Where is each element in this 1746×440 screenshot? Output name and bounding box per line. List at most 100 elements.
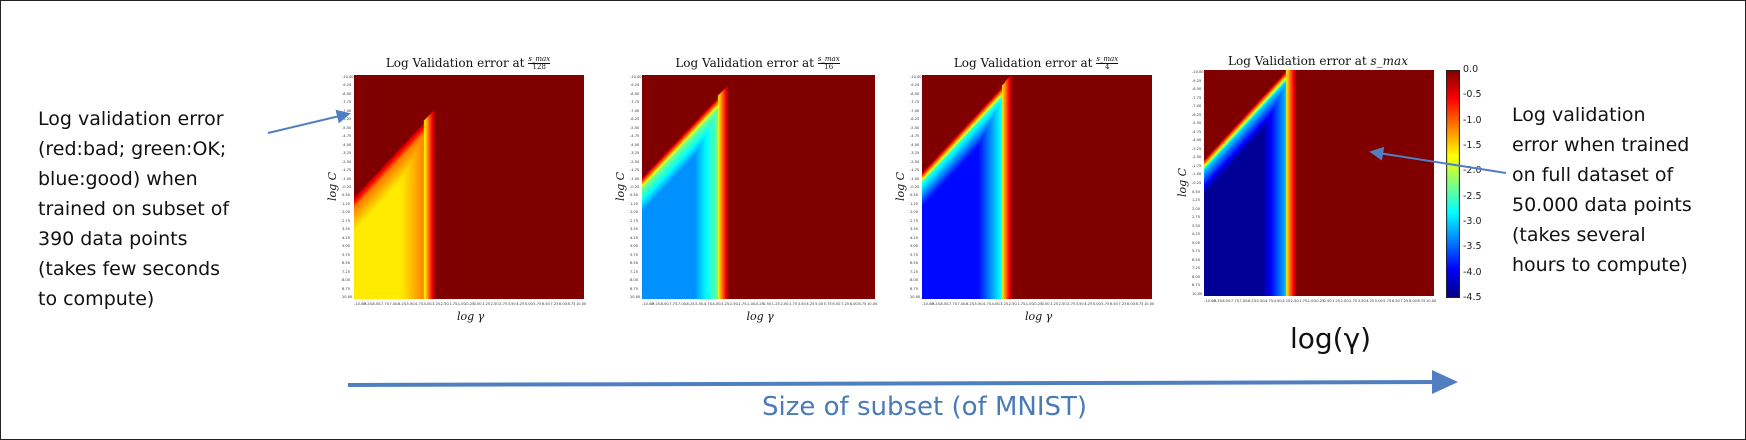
x-tick-label: 1.25 bbox=[1332, 299, 1341, 303]
colorbar-gradient bbox=[1446, 70, 1460, 298]
x-tick-label: -7.75 bbox=[947, 302, 957, 306]
y-tick-label: 6.50 bbox=[1192, 257, 1201, 262]
colorbar-tick-label: -3.5 bbox=[1463, 241, 1482, 253]
x-tick-label: 8.75 bbox=[1135, 302, 1144, 306]
x-tick-label: 6.50 bbox=[541, 302, 550, 306]
big-xlabel: log(γ) bbox=[1290, 322, 1372, 355]
y-tick-label: -4.00 bbox=[910, 142, 920, 147]
y-tick-label: 4.25 bbox=[342, 235, 351, 240]
panel-title: Log Validation error at s_max 128 bbox=[352, 56, 584, 71]
heatmap-plot bbox=[922, 75, 1152, 299]
fraction-numerator: s_max bbox=[1096, 55, 1119, 64]
y-tick-label: 8.00 bbox=[1192, 274, 1201, 279]
x-tick-label: -5.50 bbox=[1255, 299, 1265, 303]
x-tick-label: -4.00 bbox=[1272, 299, 1282, 303]
heatmap-cells bbox=[1204, 70, 1434, 296]
x-tick-label: -8.50 bbox=[1221, 299, 1231, 303]
x-tick-label: -10.00 bbox=[922, 302, 934, 306]
y-tick-label: -4.00 bbox=[342, 142, 352, 147]
x-tick-label: -10.00 bbox=[354, 302, 366, 306]
x-tick-label: -9.25 bbox=[362, 302, 372, 306]
left-annotation-arrow bbox=[267, 109, 351, 134]
x-tick-label: -7.75 bbox=[1229, 299, 1239, 303]
y-tick-label: -9.25 bbox=[630, 83, 640, 88]
x-tick-label: 8.00 bbox=[849, 302, 858, 306]
x-tick-label: -4.75 bbox=[702, 302, 712, 306]
x-tick-label: 10.00 bbox=[1426, 299, 1437, 303]
panel-title-symbol: s_max bbox=[1370, 54, 1408, 68]
y-tick-label: -5.50 bbox=[910, 125, 920, 130]
y-tick-label: -1.75 bbox=[910, 168, 920, 173]
colorbar-tick-label: -1.5 bbox=[1463, 140, 1482, 151]
y-tick-label: -8.50 bbox=[630, 91, 640, 96]
heatmap-panel-4: Log Validation error at s_max -10.00 -9.25… bbox=[1176, 50, 1437, 303]
y-tick-label: 1.25 bbox=[910, 201, 919, 206]
x-tick-label: -2.50 bbox=[728, 302, 738, 306]
x-tick-label: 6.50 bbox=[1391, 299, 1400, 303]
x-tick-label: -6.25 bbox=[1246, 299, 1256, 303]
y-tick-label: 1.25 bbox=[1192, 198, 1201, 203]
x-tick-label: -7.75 bbox=[379, 302, 389, 306]
x-tick-label: -2.50 bbox=[1007, 302, 1017, 306]
x-tick-label: 7.25 bbox=[1118, 302, 1127, 306]
x-tick-label: 5.00 bbox=[815, 302, 824, 306]
right-annotation-arrow bbox=[1369, 146, 1507, 174]
y-tick-label: -7.75 bbox=[910, 100, 920, 105]
x-tick-label: 2.75 bbox=[499, 302, 508, 306]
x-tick-label: -4.75 bbox=[1263, 299, 1274, 303]
x-axis-label: log γ bbox=[457, 310, 485, 323]
x-tick-label: 7.25 bbox=[1400, 299, 1409, 303]
y-tick-label: -5.50 bbox=[1192, 121, 1202, 126]
x-tick-label: -4.00 bbox=[711, 302, 721, 306]
x-tick-label: 4.25 bbox=[516, 302, 525, 306]
y-tick-label: 3.50 bbox=[1192, 223, 1201, 228]
heatmap-cells bbox=[354, 75, 584, 299]
y-tick-label: 7.25 bbox=[910, 269, 919, 274]
panel-title-fraction: s_max 4 bbox=[1096, 55, 1119, 71]
heatmap-panel-1: Log Validation error at s_max 128 -10.00 -9… bbox=[326, 52, 586, 324]
y-tick-label: 5.00 bbox=[1192, 240, 1201, 245]
x-tick-label: 5.75 bbox=[533, 302, 542, 306]
y-tick-label: -4.00 bbox=[1192, 138, 1202, 143]
y-tick-label: 2.75 bbox=[1192, 215, 1201, 220]
y-tick-label: -0.25 bbox=[910, 185, 920, 189]
y-tick-label: -4.75 bbox=[630, 134, 640, 139]
y-tick-label: -7.75 bbox=[630, 100, 640, 105]
fraction-denominator: 16 bbox=[824, 63, 834, 71]
y-tick-label: 0.50 bbox=[342, 193, 351, 198]
x-tick-label: 1.25 bbox=[771, 302, 780, 306]
y-tick-label: -4.75 bbox=[910, 134, 920, 139]
x-tick-label: -5.50 bbox=[405, 302, 415, 306]
x-tick-label: -6.25 bbox=[964, 302, 974, 306]
x-tick-label: -1.00 bbox=[1306, 299, 1316, 303]
x-tick-label: 7.25 bbox=[841, 302, 850, 306]
x-tick-label: -7.00 bbox=[676, 302, 686, 306]
y-tick-label: 2.00 bbox=[910, 210, 919, 215]
y-tick-label: -1.00 bbox=[1192, 172, 1202, 177]
y-tick-label: -2.50 bbox=[910, 159, 920, 164]
x-tick-label: 5.00 bbox=[1374, 299, 1383, 303]
panel-title: Log Validation error at s_max bbox=[1202, 54, 1434, 68]
panel-title: Log Validation error at s_max 4 bbox=[920, 56, 1152, 71]
heatmap-plot bbox=[354, 75, 584, 299]
x-tick-label: 2.00 bbox=[490, 302, 499, 306]
y-tick-label: 10.00 bbox=[342, 295, 353, 299]
x-tick-label: -0.25 bbox=[1315, 299, 1325, 303]
y-tick-label: 10.00 bbox=[1192, 292, 1203, 296]
y-tick-label: -1.00 bbox=[910, 176, 920, 181]
x-tick-label: -5.50 bbox=[693, 302, 704, 306]
panel-title-text: Log Validation error at bbox=[385, 56, 529, 70]
x-tick-label: 2.00 bbox=[1058, 302, 1067, 306]
x-tick-label: 6.50 bbox=[1109, 302, 1118, 306]
y-tick-label: -6.25 bbox=[630, 117, 640, 122]
subset-size-arrowhead bbox=[1432, 370, 1458, 394]
fraction-numerator: s_max bbox=[528, 55, 551, 64]
y-tick-label: -5.50 bbox=[630, 125, 640, 130]
x-tick-label: -9.25 bbox=[650, 302, 660, 306]
y-tick-label: 8.75 bbox=[1192, 283, 1201, 288]
x-tick-label: -4.00 bbox=[422, 302, 432, 306]
panel-title-text: Log Validation error at bbox=[1228, 54, 1371, 68]
x-tick-label: 0.50 bbox=[763, 302, 772, 306]
y-tick-label: 0.50 bbox=[630, 193, 639, 198]
y-tick-label: -10.00 bbox=[630, 75, 642, 79]
